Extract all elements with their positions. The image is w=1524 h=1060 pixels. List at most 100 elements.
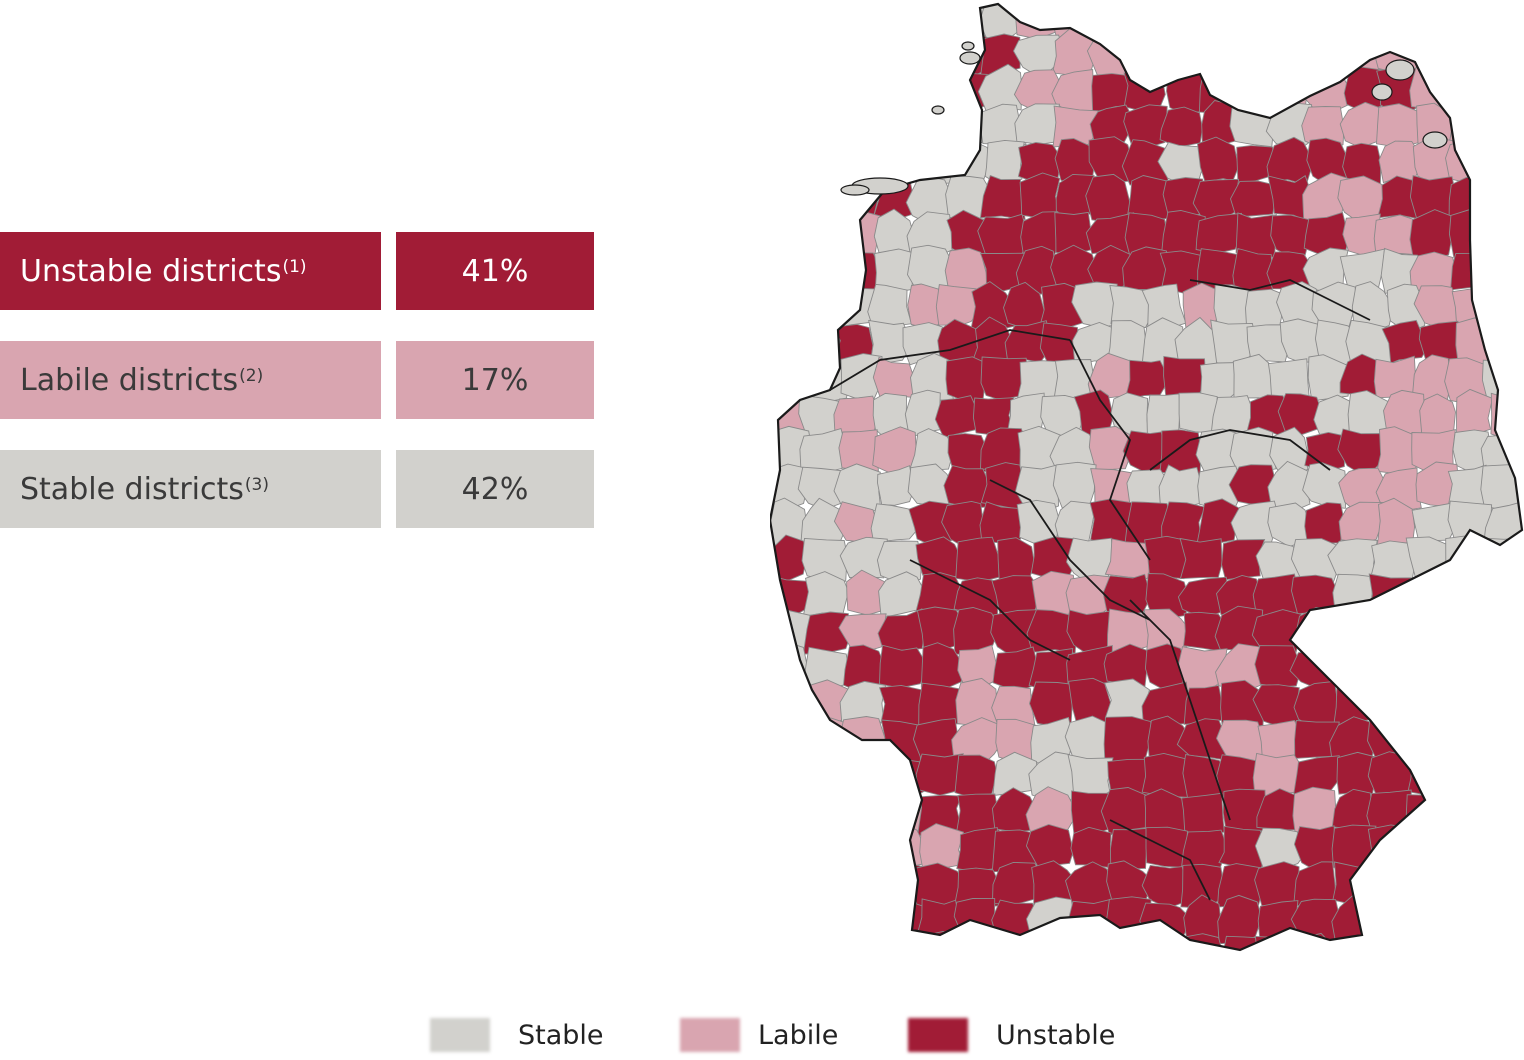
district-region xyxy=(801,137,845,181)
legend-label-labile: Labile xyxy=(758,1020,839,1051)
district-region xyxy=(1103,716,1152,765)
district-region xyxy=(808,827,851,875)
district-region xyxy=(838,901,885,945)
district-region xyxy=(870,503,922,543)
district-region xyxy=(1122,430,1166,475)
district-region xyxy=(1254,935,1301,950)
district-region xyxy=(1484,245,1522,296)
district-region xyxy=(1183,684,1224,725)
stat-row-stable: Stable districts (3) 42% xyxy=(0,450,594,528)
district-region xyxy=(802,611,851,655)
district-region xyxy=(770,716,808,763)
district-region xyxy=(802,787,849,836)
district-region xyxy=(798,178,848,222)
stat-label-stable: Stable districts (3) xyxy=(0,450,381,528)
district-region xyxy=(1410,826,1451,874)
district-region xyxy=(1303,4,1348,42)
district-region xyxy=(956,827,999,872)
district-region xyxy=(1025,824,1074,869)
stat-label-labile: Labile districts (2) xyxy=(0,341,381,419)
district-region xyxy=(875,140,922,182)
district-region xyxy=(1026,935,1074,950)
district-region xyxy=(1269,426,1309,476)
district-region xyxy=(840,824,887,867)
district-region xyxy=(1405,681,1452,727)
district-region xyxy=(1293,680,1338,728)
state-boundary xyxy=(1069,339,1151,561)
district-region xyxy=(1221,539,1266,581)
district-region xyxy=(804,4,850,38)
district-region xyxy=(801,537,848,582)
district-region xyxy=(1128,4,1173,42)
district-region xyxy=(1229,4,1278,39)
district-region xyxy=(770,860,816,906)
stat-label-unstable: Unstable districts (1) xyxy=(0,232,381,310)
district-region xyxy=(1304,502,1345,544)
district-region xyxy=(1482,720,1522,764)
district-region xyxy=(979,175,1026,221)
district-region xyxy=(1295,607,1341,656)
district-region xyxy=(1179,537,1223,580)
district-region xyxy=(770,244,807,294)
district-region xyxy=(1369,933,1415,950)
district-region xyxy=(1109,827,1148,870)
state-boundary xyxy=(1129,599,1231,821)
district-region xyxy=(798,246,847,289)
district-region xyxy=(872,67,920,113)
district-region xyxy=(1444,863,1492,909)
island xyxy=(931,105,945,115)
district-region xyxy=(953,607,1000,655)
district-region xyxy=(1251,609,1302,656)
district-region xyxy=(1381,319,1429,364)
district-region xyxy=(1159,33,1208,77)
district-region xyxy=(770,935,811,950)
district-region xyxy=(905,28,953,76)
district-region xyxy=(952,933,997,950)
district-region xyxy=(796,320,841,369)
district-region xyxy=(770,786,812,834)
district-region xyxy=(770,69,812,111)
district-region xyxy=(1377,4,1422,39)
district-region xyxy=(935,284,982,326)
state-boundary xyxy=(1189,279,1371,321)
district-region xyxy=(1484,610,1522,653)
district-region xyxy=(877,932,930,950)
state-boundary xyxy=(829,329,1071,391)
district-region xyxy=(868,319,913,364)
district-region xyxy=(1486,896,1522,942)
district-region xyxy=(1159,429,1202,475)
district-region xyxy=(951,717,1005,767)
district-region xyxy=(1254,645,1302,688)
district-region xyxy=(1444,31,1489,79)
district-region xyxy=(1306,30,1350,78)
district-region xyxy=(1447,101,1493,150)
district-region xyxy=(906,105,956,149)
district-region xyxy=(802,216,844,253)
district-region xyxy=(1479,572,1522,623)
district-region xyxy=(977,63,1023,114)
district-region xyxy=(1329,609,1378,652)
district-region xyxy=(1484,66,1522,113)
district-region xyxy=(1407,752,1451,796)
district-region xyxy=(1109,284,1156,329)
district-region xyxy=(770,174,810,222)
district-region xyxy=(1407,646,1453,692)
district-region xyxy=(1480,139,1522,184)
state-boundary xyxy=(1149,429,1331,471)
district-region xyxy=(1146,393,1181,436)
district-region xyxy=(1484,285,1522,334)
footnote-marker: (2) xyxy=(239,366,264,386)
state-boundary xyxy=(989,479,1151,621)
district-region xyxy=(770,30,811,72)
district-region xyxy=(770,357,815,398)
district-region xyxy=(1367,862,1416,903)
district-region xyxy=(770,285,813,328)
district-region xyxy=(871,30,917,75)
district-region xyxy=(1343,4,1385,38)
district-region xyxy=(1450,250,1489,291)
district-region xyxy=(1090,4,1129,41)
district-region xyxy=(1230,180,1277,218)
footnote-marker: (3) xyxy=(244,475,269,495)
district-region xyxy=(1192,4,1242,37)
district-region xyxy=(1338,501,1385,544)
